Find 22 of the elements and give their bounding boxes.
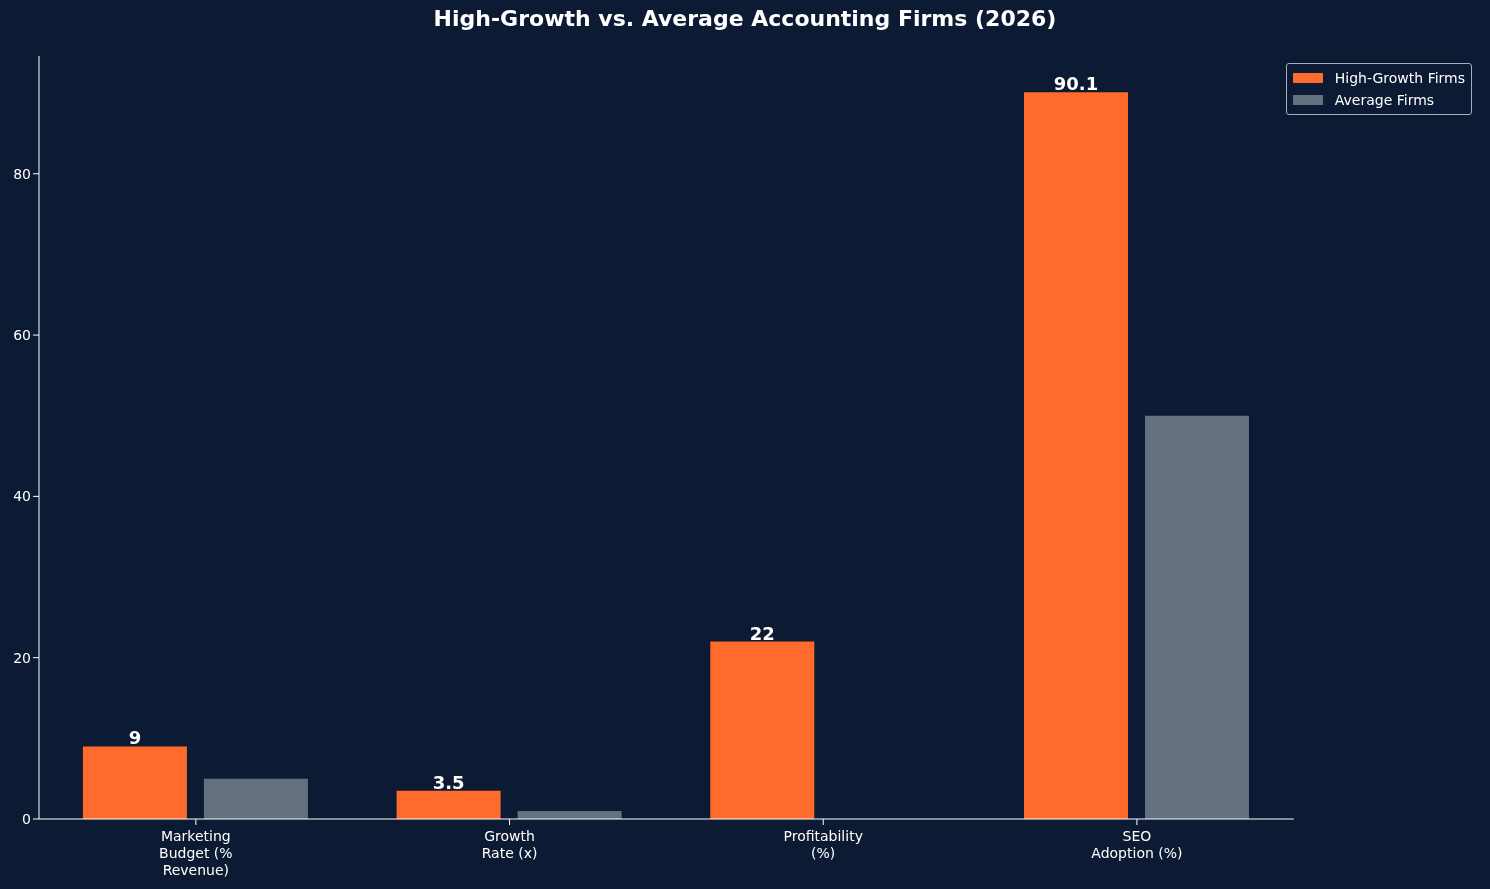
x-tick-label: Profitability (%) [783, 828, 863, 861]
data-label: 22 [749, 622, 775, 644]
bar [710, 641, 815, 819]
y-tick-label: 0 [22, 810, 31, 827]
data-label: 9 [128, 727, 142, 749]
bar [82, 746, 187, 819]
y-tick-label: 20 [13, 649, 31, 666]
x-tick-label: Marketing Budget (% Revenue) [159, 828, 233, 878]
x-tick-label: Growth Rate (x) [481, 828, 538, 861]
data-label: 90.1 [1053, 73, 1099, 95]
y-tick-label: 60 [13, 327, 31, 344]
data-label: 3.5 [432, 771, 465, 793]
bar [1144, 415, 1249, 819]
bar [396, 790, 501, 819]
legend-label: Average Firms [1333, 91, 1436, 110]
bar [203, 778, 308, 819]
bar [1023, 92, 1128, 819]
y-tick-label: 80 [13, 165, 31, 182]
y-tick-label: 40 [13, 488, 31, 505]
x-tick-label: SEO Adoption (%) [1091, 828, 1183, 861]
legend-label: High-Growth Firms [1333, 69, 1465, 88]
chart-title: High-Growth vs. Average Accounting Firms (2026) [432, 6, 1058, 31]
